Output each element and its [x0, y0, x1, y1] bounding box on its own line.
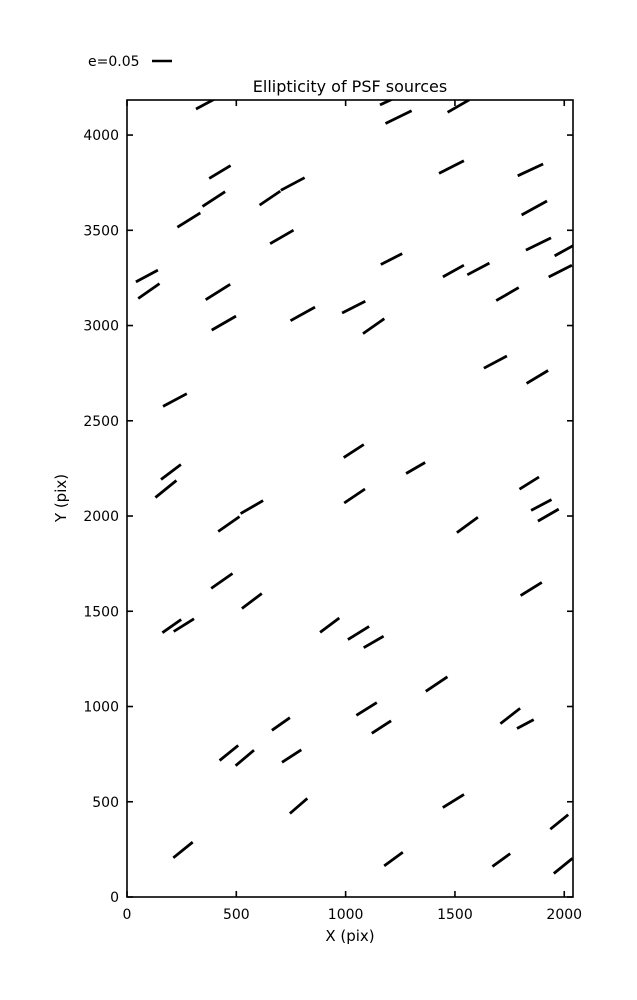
- whisker: [341, 299, 366, 315]
- whisker: [438, 159, 465, 175]
- whisker: [269, 228, 295, 245]
- whisker: [525, 369, 549, 385]
- y-tick-label: 2500: [83, 414, 119, 430]
- whisker: [517, 162, 544, 178]
- whisker: [491, 852, 512, 868]
- whisker: [425, 675, 449, 693]
- whisker: [217, 515, 241, 533]
- whisker: [442, 263, 465, 279]
- x-tick-label: 0: [123, 907, 132, 923]
- whisker: [271, 716, 291, 732]
- y-tick-label: 1500: [83, 604, 119, 620]
- tick-group: 0 500 1000 1500 2000 0 500 1000 1500 2000 2500 3000…: [83, 100, 582, 923]
- whisker: [162, 392, 188, 408]
- whisker: [289, 305, 316, 322]
- whisker: [362, 317, 386, 335]
- whisker: [288, 797, 309, 815]
- whisker: [379, 100, 394, 107]
- whisker: [371, 719, 392, 735]
- whisker: [405, 461, 426, 475]
- whisker: [553, 244, 573, 258]
- whisker: [342, 443, 365, 459]
- whisker: [195, 100, 216, 111]
- whisker: [319, 616, 341, 634]
- whisker: [234, 749, 255, 767]
- whisker-group: [135, 100, 573, 875]
- whisker: [281, 748, 303, 764]
- whisker: [552, 857, 573, 875]
- whisker: [518, 475, 540, 491]
- whisker: [520, 199, 548, 217]
- whisker: [384, 109, 413, 125]
- y-tick-label: 0: [110, 890, 119, 906]
- whisker: [172, 617, 195, 633]
- whisker: [347, 625, 370, 641]
- whisker: [241, 592, 263, 610]
- x-tick-label: 1500: [437, 907, 473, 923]
- legend-label: e=0.05: [88, 54, 140, 70]
- whisker: [499, 707, 521, 725]
- whisker: [210, 572, 234, 590]
- whisker: [495, 286, 520, 302]
- whisker: [446, 100, 470, 114]
- whisker: [211, 314, 237, 332]
- whisker: [135, 268, 159, 284]
- whisker: [239, 499, 264, 515]
- whisker: [483, 354, 508, 370]
- x-tick-label: 500: [223, 907, 250, 923]
- whisker: [218, 744, 240, 762]
- whisker: [161, 618, 183, 634]
- whisker: [516, 718, 535, 730]
- whisker: [204, 283, 231, 301]
- y-tick-label: 4000: [83, 128, 119, 144]
- y-tick-label: 3500: [83, 223, 119, 239]
- y-axis-label: Y (pix): [52, 474, 70, 523]
- whisker: [530, 498, 553, 512]
- x-axis-label: X (pix): [325, 927, 374, 945]
- whisker: [380, 252, 403, 266]
- whisker: [383, 851, 404, 868]
- whisker: [549, 813, 570, 831]
- whisker: [456, 516, 479, 534]
- whisker: [154, 479, 178, 499]
- plot-title: Ellipticity of PSF sources: [253, 77, 447, 96]
- x-tick-label: 2000: [546, 907, 582, 923]
- y-tick-label: 1000: [83, 700, 119, 716]
- whisker: [172, 841, 194, 859]
- whisker: [343, 487, 366, 505]
- whisker: [537, 507, 560, 523]
- whisker: [201, 190, 226, 208]
- whisker: [355, 701, 378, 717]
- x-tick-label: 1000: [328, 907, 364, 923]
- whisker: [258, 189, 282, 207]
- whisker: [548, 263, 573, 279]
- legend: e=0.05: [88, 54, 172, 70]
- whisker: [137, 282, 161, 300]
- y-tick-label: 3000: [83, 319, 119, 335]
- whisker: [362, 634, 385, 649]
- whisker: [525, 236, 552, 252]
- whisker: [208, 164, 232, 180]
- whisker: [442, 793, 465, 809]
- whisker: [280, 176, 306, 192]
- whisker: [519, 581, 543, 597]
- whisker: [466, 261, 491, 277]
- axes-box: [126, 99, 574, 898]
- whisker: [176, 211, 202, 229]
- y-tick-label: 500: [92, 795, 119, 811]
- y-tick-label: 2000: [83, 509, 119, 525]
- whisker: [160, 463, 182, 481]
